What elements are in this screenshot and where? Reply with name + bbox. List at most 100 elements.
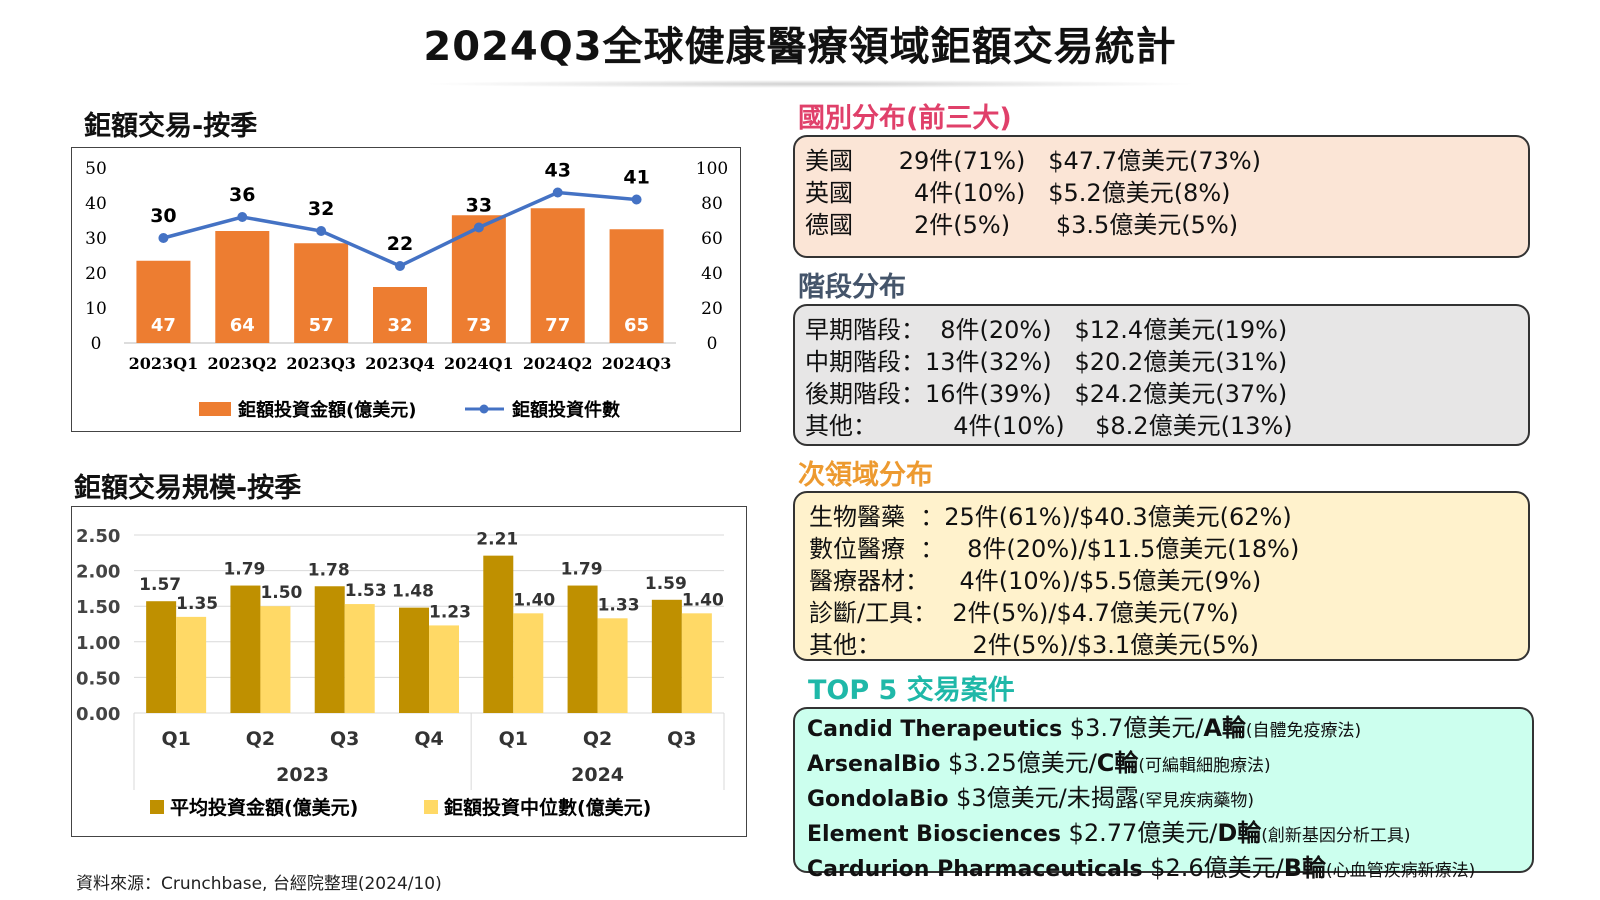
median-bar <box>176 616 207 713</box>
left-axis-tick: 50 <box>85 159 107 179</box>
average-bar <box>483 555 514 713</box>
year-group-label: 2024 <box>571 764 624 786</box>
deal-size-chart: 0.00 0.50 1.00 1.50 2.00 2.50 1.571.35 Q1 1.79 1.… <box>76 526 725 819</box>
right-axis-tick: 40 <box>701 264 723 284</box>
subfield-row: 其他： 2件(5%)/$3.1億美元(5%) <box>809 631 1259 659</box>
chart2-heading: 鉅額交易規模-按季 <box>74 473 302 504</box>
count-label: 33 <box>466 195 492 217</box>
deal-amount: $3.7億美元/ <box>1062 714 1204 742</box>
country-panel: 美國 29件(71%) $47.7億美元(73%) 英國 4件(10%) $5.2… <box>793 135 1530 258</box>
count-point <box>395 261 405 271</box>
stage-row: 早期階段： 8件(20%) $12.4億美元(19%) <box>805 316 1288 344</box>
legend-marker-count <box>479 404 489 414</box>
deal-row: Cardurion Pharmaceuticals $2.6億美元/B輪(心血管… <box>807 852 1520 887</box>
deal-amount: $2.6億美元/ <box>1142 854 1284 882</box>
count-point <box>631 194 642 205</box>
x-axis-tick: 2023Q2 <box>207 354 277 373</box>
count-point <box>237 212 248 222</box>
median-bar-label: 1.50 <box>260 583 302 603</box>
amount-bar <box>530 208 585 343</box>
country-row: 英國 4件(10%) $5.2億美元(8%) <box>805 179 1231 207</box>
stage-heading: 階段分布 <box>798 272 906 303</box>
country-row: 德國 2件(5%) $3.5億美元(5%) <box>805 211 1239 239</box>
amount-bar-label: 32 <box>387 315 412 336</box>
x-axis-tick: 2024Q3 <box>602 354 672 373</box>
count-point <box>473 222 484 233</box>
x-axis-tick: 2023Q4 <box>365 354 435 373</box>
x-axis-tick: 2023Q1 <box>129 354 199 373</box>
stage-row: 其他： 4件(10%) $8.2億美元(13%) <box>805 412 1293 440</box>
year-group-label: 2023 <box>276 764 329 786</box>
average-bar <box>399 607 429 713</box>
legend-label-amount: 鉅額投資金額(億美元) <box>238 399 416 421</box>
amount-bar <box>215 231 270 343</box>
stage-row: 中期階段：13件(32%) $20.2億美元(31%) <box>805 348 1288 376</box>
amount-bar-label: 64 <box>230 315 255 336</box>
average-bar-label: 2.21 <box>476 530 518 550</box>
country-heading: 國別分布(前三大) <box>798 103 1012 134</box>
chart1-heading: 鉅額交易-按季 <box>84 111 258 142</box>
count-point <box>316 226 327 236</box>
average-bar-label: 1.79 <box>561 560 603 580</box>
y-axis-tick: 2.50 <box>76 526 120 547</box>
right-axis-tick: 20 <box>701 299 723 319</box>
legend-swatch-average <box>150 800 164 814</box>
deal-company: ArsenalBio <box>807 752 941 777</box>
subfield-row: 數位醫療 ： 8件(20%)/$11.5億美元(18%) <box>809 535 1300 563</box>
x-axis-tick: 2023Q3 <box>286 354 356 373</box>
deal-company: GondolaBio <box>807 787 949 812</box>
deal-row: Element Biosciences $2.77億美元/D輪(創新基因分析工具… <box>807 817 1520 852</box>
deal-note: (創新基因分析工具) <box>1261 826 1411 846</box>
median-bar <box>260 606 291 713</box>
average-bar <box>314 586 345 713</box>
amount-bar-label: 77 <box>545 315 570 336</box>
deal-amount: $3億美元/ <box>948 784 1067 812</box>
count-label: 30 <box>150 205 176 227</box>
average-bar-label: 1.59 <box>645 574 687 594</box>
median-bar-label: 1.53 <box>345 581 387 601</box>
x-axis-tick: 2024Q2 <box>523 354 593 373</box>
deal-round: D輪 <box>1217 819 1262 847</box>
stage-list: 早期階段： 8件(20%) $12.4億美元(19%) 中期階段：13件(32%)… <box>805 314 1518 442</box>
median-bar-label: 1.33 <box>598 595 640 615</box>
y-axis-tick: 1.00 <box>76 633 120 654</box>
legend-swatch-median <box>424 800 438 814</box>
subfield-panel: 生物醫藥 ：25件(61%)/$40.3億美元(62%) 數位醫療 ： 8件(20… <box>793 491 1530 661</box>
right-axis-tick: 80 <box>701 194 723 214</box>
count-point <box>552 187 563 198</box>
left-axis-tick: 0 <box>91 334 102 354</box>
amount-bar-label: 65 <box>624 315 649 336</box>
y-axis-tick: 1.50 <box>76 597 120 618</box>
count-label: 41 <box>623 167 649 189</box>
x-axis-tick: Q3 <box>667 728 696 750</box>
deal-row: GondolaBio $3億美元/未揭露(罕見疾病藥物) <box>807 782 1520 817</box>
median-bar-label: 1.35 <box>176 594 218 614</box>
country-list: 美國 29件(71%) $47.7億美元(73%) 英國 4件(10%) $5.2… <box>805 145 1518 241</box>
deal-note: (罕見疾病藥物) <box>1138 791 1255 811</box>
deal-note: (自體免疫療法) <box>1245 721 1362 741</box>
deal-amount: $2.77億美元/ <box>1060 819 1218 847</box>
quarterly-deals-chart: 0 10 20 30 40 50 0 20 40 60 80 100 47 2023Q1 64 2023Q2 5… <box>85 159 728 421</box>
left-axis-tick: 20 <box>85 264 107 284</box>
x-axis-tick: Q1 <box>499 728 528 750</box>
right-axis-tick: 60 <box>701 229 723 249</box>
deal-amount: $3.25億美元/ <box>940 749 1097 777</box>
median-bar-label: 1.23 <box>429 602 471 622</box>
deal-company: Cardurion Pharmaceuticals <box>807 857 1143 882</box>
average-bar <box>230 585 261 713</box>
stage-row: 後期階段：16件(39%) $24.2億美元(37%) <box>805 380 1288 408</box>
subfield-heading: 次領域分布 <box>798 460 933 491</box>
deal-note: (可編輯細胞療法) <box>1138 756 1271 776</box>
average-bar-label: 1.79 <box>223 560 265 580</box>
deal-round: A輪 <box>1203 714 1246 742</box>
average-bar <box>651 599 682 713</box>
x-axis-tick: Q3 <box>330 728 359 750</box>
average-bar-label: 1.78 <box>308 560 350 580</box>
median-bar-label: 1.40 <box>513 590 555 610</box>
x-axis-tick: Q2 <box>583 728 612 750</box>
subfield-row: 生物醫藥 ：25件(61%)/$40.3億美元(62%) <box>809 503 1292 531</box>
median-bar <box>597 618 628 713</box>
legend-swatch-amount <box>199 402 231 416</box>
left-axis-tick: 30 <box>85 229 107 249</box>
average-bar-label: 1.57 <box>139 575 181 595</box>
